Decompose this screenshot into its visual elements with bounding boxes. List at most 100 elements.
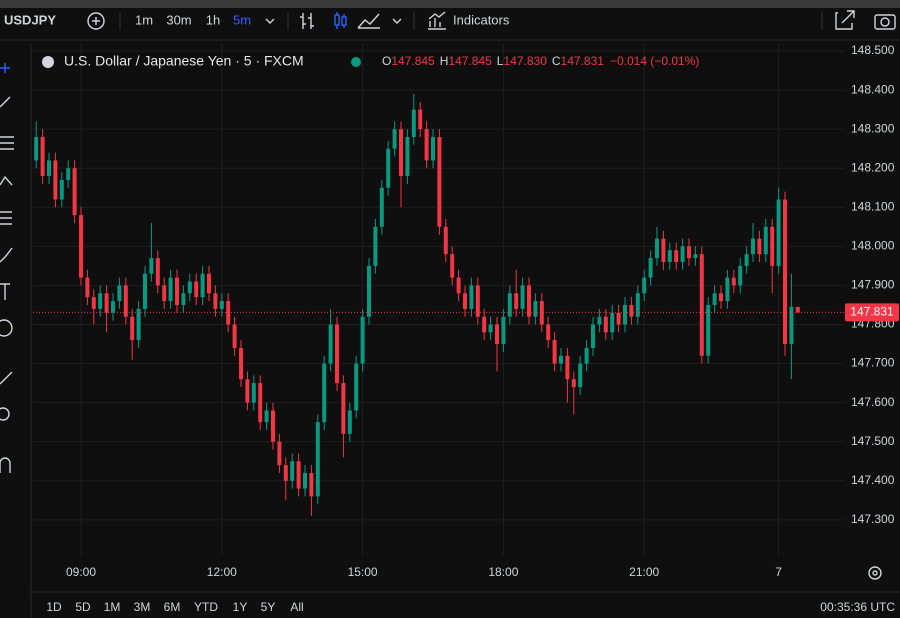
legend-key: H [440, 54, 449, 68]
candle-body [40, 136, 45, 177]
chart-type-menu[interactable] [392, 18, 402, 24]
candle-body [85, 277, 90, 298]
candle-body [34, 136, 39, 161]
interval[interactable]: 1m [135, 12, 153, 27]
candle-body [392, 129, 397, 149]
candle-body [642, 277, 647, 294]
candle-body [507, 293, 512, 317]
candle-body [213, 293, 218, 309]
candle-body [674, 250, 679, 262]
settings[interactable] [868, 566, 882, 580]
range[interactable]: 1Y [233, 600, 248, 614]
candle-body [72, 168, 77, 216]
candle-body [463, 293, 467, 309]
candle-body [136, 308, 141, 341]
add-symbol[interactable] [87, 12, 105, 30]
range[interactable]: 1D [46, 600, 62, 614]
range[interactable]: 3M [134, 600, 151, 614]
candle-body [347, 410, 352, 434]
legend-value: 147.845 [391, 54, 435, 68]
candles-icon[interactable] [334, 12, 347, 29]
candle-body [194, 281, 199, 298]
candle-body [629, 304, 634, 317]
camera[interactable] [874, 14, 896, 30]
candle-body [309, 472, 314, 497]
y-tick-label: 148.500 [851, 43, 895, 57]
candle-body [763, 226, 768, 255]
legend-key: L [497, 54, 504, 68]
candle-body [559, 355, 563, 364]
interval[interactable]: 30m [166, 12, 191, 27]
candle-body [53, 160, 58, 200]
candle-body [437, 136, 442, 227]
candle-body [731, 277, 736, 286]
indicators[interactable]: Indicators [453, 12, 510, 27]
y-tick-label: 147.300 [851, 512, 895, 526]
candle-body [379, 187, 384, 227]
candle-body [578, 363, 583, 388]
candle-body [219, 301, 224, 309]
candle-body [725, 277, 730, 302]
candle-body [693, 254, 698, 259]
candle-body [546, 324, 551, 341]
candle-body [533, 301, 538, 317]
candle-body [565, 355, 570, 380]
window-strip [0, 0, 900, 8]
candle-body [795, 306, 800, 313]
candle-body [482, 316, 487, 333]
drawing-tools[interactable] [0, 63, 14, 473]
price-tag-label: 147.831 [850, 305, 894, 319]
legend-change: −0.014 (−0.01%) [610, 54, 699, 68]
bars-icon[interactable] [300, 13, 314, 29]
range[interactable]: 6M [164, 600, 181, 614]
y-tick-label: 148.000 [851, 239, 895, 253]
range[interactable]: 5Y [261, 600, 276, 614]
indicators-icon[interactable] [428, 11, 446, 30]
candle-body [162, 285, 167, 302]
candle-body [661, 238, 666, 262]
candle-body [123, 285, 128, 317]
x-tick-label: 21:00 [629, 565, 659, 579]
candle-body [251, 383, 256, 403]
range[interactable]: YTD [194, 600, 218, 614]
legend-key: C [552, 54, 561, 68]
candle-body [456, 277, 461, 294]
candle-body [539, 301, 544, 325]
range[interactable]: 5D [75, 600, 91, 614]
x-tick-label: 7 [775, 565, 782, 579]
candle-body [450, 254, 455, 278]
candle-body [328, 324, 333, 364]
range[interactable]: All [290, 600, 303, 614]
interval[interactable]: 1h [206, 12, 220, 27]
candle-body [770, 226, 775, 266]
candle-body [719, 293, 723, 302]
candle-body [277, 441, 282, 466]
y-tick-label: 148.400 [851, 82, 895, 96]
y-tick-label: 147.500 [851, 434, 895, 448]
y-tick-label: 147.900 [851, 278, 895, 292]
interval-menu[interactable] [265, 18, 275, 24]
area-icon[interactable] [357, 13, 380, 29]
candle-body [680, 246, 685, 262]
x-tick-label: 09:00 [66, 565, 96, 579]
interval-active[interactable]: 5m [233, 12, 251, 27]
candle-body [130, 316, 135, 341]
candle-body [143, 273, 147, 309]
legend-value: 147.831 [561, 54, 605, 68]
candle-body [399, 129, 403, 177]
symbol[interactable]: USDJPY [4, 12, 56, 27]
y-tick-label: 148.300 [851, 121, 895, 135]
range[interactable]: 1M [104, 600, 121, 614]
candle-body [571, 379, 576, 388]
snapshot-share[interactable] [835, 10, 855, 30]
candle-body [367, 265, 371, 317]
candle-body [104, 293, 109, 313]
candle-body [783, 199, 787, 345]
candle-body [744, 254, 749, 266]
candle-body [98, 293, 103, 309]
candle-body [527, 285, 531, 317]
candle-body [386, 148, 391, 188]
candle-body [187, 281, 192, 294]
candle-body [200, 273, 205, 298]
